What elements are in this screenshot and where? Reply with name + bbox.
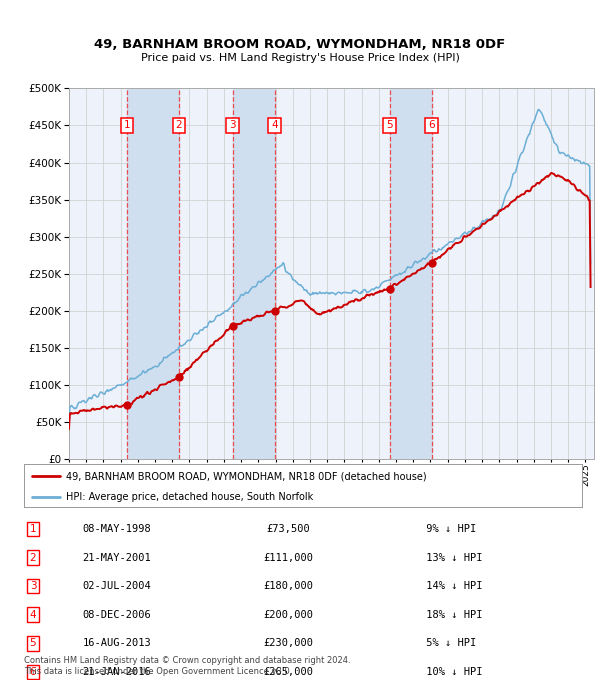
Text: 5% ↓ HPI: 5% ↓ HPI xyxy=(420,639,476,648)
Bar xyxy=(389,88,431,459)
Text: 6: 6 xyxy=(29,667,37,677)
Text: 5: 5 xyxy=(386,120,393,131)
Text: 1: 1 xyxy=(29,524,37,534)
Text: 3: 3 xyxy=(29,581,37,591)
Text: This data is licensed under the Open Government Licence v3.0.: This data is licensed under the Open Gov… xyxy=(24,667,292,676)
Text: 16-AUG-2013: 16-AUG-2013 xyxy=(83,639,151,648)
Text: 2: 2 xyxy=(29,553,37,562)
Text: £265,000: £265,000 xyxy=(263,667,313,677)
Text: HPI: Average price, detached house, South Norfolk: HPI: Average price, detached house, Sout… xyxy=(66,492,313,503)
Bar xyxy=(233,88,275,459)
Text: 10% ↓ HPI: 10% ↓ HPI xyxy=(420,667,482,677)
Text: 21-JAN-2016: 21-JAN-2016 xyxy=(83,667,151,677)
Text: 08-DEC-2006: 08-DEC-2006 xyxy=(83,610,151,619)
Text: 14% ↓ HPI: 14% ↓ HPI xyxy=(420,581,482,591)
Text: £111,000: £111,000 xyxy=(263,553,313,562)
Text: £230,000: £230,000 xyxy=(263,639,313,648)
Text: 13% ↓ HPI: 13% ↓ HPI xyxy=(420,553,482,562)
Text: 2: 2 xyxy=(176,120,182,131)
Text: 4: 4 xyxy=(271,120,278,131)
Text: £73,500: £73,500 xyxy=(266,524,310,534)
Text: Price paid vs. HM Land Registry's House Price Index (HPI): Price paid vs. HM Land Registry's House … xyxy=(140,53,460,63)
Bar xyxy=(127,88,179,459)
Text: 6: 6 xyxy=(428,120,435,131)
Text: £200,000: £200,000 xyxy=(263,610,313,619)
Text: 02-JUL-2004: 02-JUL-2004 xyxy=(83,581,151,591)
Text: 21-MAY-2001: 21-MAY-2001 xyxy=(83,553,151,562)
Text: 1: 1 xyxy=(124,120,130,131)
Text: 9% ↓ HPI: 9% ↓ HPI xyxy=(420,524,476,534)
Text: 4: 4 xyxy=(29,610,37,619)
Text: £180,000: £180,000 xyxy=(263,581,313,591)
Text: 3: 3 xyxy=(229,120,236,131)
Text: 08-MAY-1998: 08-MAY-1998 xyxy=(83,524,151,534)
Text: Contains HM Land Registry data © Crown copyright and database right 2024.: Contains HM Land Registry data © Crown c… xyxy=(24,656,350,665)
Text: 49, BARNHAM BROOM ROAD, WYMONDHAM, NR18 0DF (detached house): 49, BARNHAM BROOM ROAD, WYMONDHAM, NR18 … xyxy=(66,471,427,481)
Text: 18% ↓ HPI: 18% ↓ HPI xyxy=(420,610,482,619)
Text: 49, BARNHAM BROOM ROAD, WYMONDHAM, NR18 0DF: 49, BARNHAM BROOM ROAD, WYMONDHAM, NR18 … xyxy=(94,37,506,51)
Text: 5: 5 xyxy=(29,639,37,648)
